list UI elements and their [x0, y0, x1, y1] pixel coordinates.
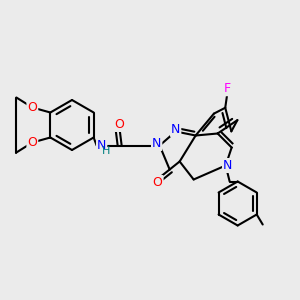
Text: N: N	[223, 159, 232, 172]
Text: N: N	[152, 137, 161, 150]
Text: O: O	[27, 101, 37, 114]
Text: O: O	[153, 176, 163, 189]
Text: N: N	[171, 123, 180, 136]
Text: H: H	[101, 146, 110, 157]
Text: O: O	[27, 136, 37, 149]
Text: O: O	[115, 118, 124, 131]
Text: F: F	[224, 82, 231, 95]
Text: N: N	[97, 139, 106, 152]
